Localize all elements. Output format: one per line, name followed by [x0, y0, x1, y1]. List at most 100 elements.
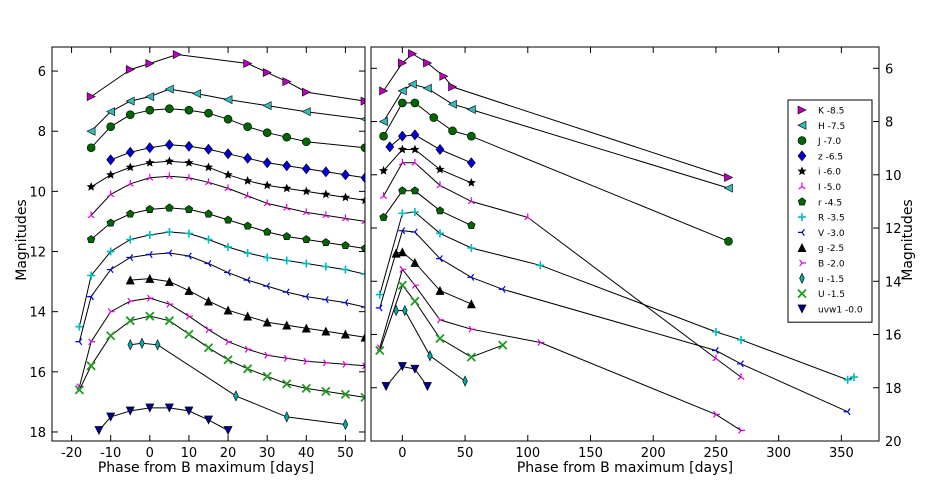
data-point	[412, 281, 419, 289]
data-point	[524, 213, 532, 221]
data-point	[203, 162, 214, 172]
data-point	[378, 117, 388, 127]
data-point	[145, 311, 155, 321]
data-point	[361, 270, 365, 279]
data-point	[301, 107, 311, 117]
data-point	[283, 203, 291, 211]
data-point	[410, 129, 420, 141]
data-point	[154, 339, 161, 351]
legend-label: H -7.5	[818, 122, 845, 132]
data-point	[86, 182, 96, 191]
data-point	[436, 181, 444, 189]
series-uvw1	[381, 362, 432, 392]
data-point	[164, 316, 175, 326]
data-point	[322, 359, 330, 367]
data-point	[498, 340, 508, 350]
data-point	[224, 243, 233, 252]
series-line	[90, 88, 365, 132]
data-point	[422, 83, 432, 93]
legend-entry: uvw1 -0.0	[797, 304, 863, 315]
series-line	[379, 284, 503, 358]
data-point	[321, 326, 331, 336]
data-point	[738, 426, 746, 434]
data-point	[127, 339, 133, 351]
legend-entry: I -5.0	[798, 182, 841, 193]
data-point	[185, 173, 193, 181]
data-point	[713, 410, 720, 418]
data-point	[342, 360, 350, 368]
data-point	[262, 371, 272, 381]
data-point	[321, 238, 331, 247]
series-line	[396, 310, 466, 382]
data-point	[282, 256, 291, 265]
data-point	[125, 316, 135, 326]
data-point	[448, 126, 457, 136]
series-line	[383, 190, 472, 226]
data-point	[244, 191, 252, 199]
data-point	[341, 241, 350, 250]
data-point	[263, 199, 271, 207]
data-point	[223, 114, 233, 124]
series-U	[74, 311, 365, 403]
panel-early-phase: -20 -10 0 10 20 30 40 50 6 8 10 12 14 16 18	[29, 46, 366, 461]
data-point	[398, 186, 407, 195]
legend-entry: u -1.5	[799, 272, 844, 285]
data-point	[87, 271, 96, 280]
data-point	[302, 87, 311, 97]
data-point	[263, 227, 272, 236]
series-H	[86, 84, 365, 136]
series-line	[130, 278, 365, 338]
data-point	[106, 170, 116, 179]
data-point	[242, 364, 253, 374]
data-point	[204, 108, 213, 118]
data-point	[397, 280, 407, 290]
data-point	[462, 375, 468, 387]
data-point	[225, 338, 233, 346]
data-point	[75, 322, 84, 331]
x-tick-label: 200	[641, 446, 666, 461]
data-point	[224, 184, 232, 192]
data-point	[466, 157, 476, 169]
data-point	[164, 84, 174, 94]
data-point	[262, 128, 272, 138]
data-point	[360, 143, 365, 153]
data-point	[204, 415, 213, 425]
series-r	[379, 186, 476, 229]
data-point	[849, 373, 858, 382]
data-point	[711, 346, 719, 355]
data-point	[537, 338, 545, 347]
data-point	[125, 146, 135, 158]
series-V	[375, 227, 851, 416]
legend-entry: z -6.5	[797, 150, 843, 162]
data-point	[341, 299, 349, 307]
legend-entry: H -7.5	[797, 120, 845, 132]
data-point	[125, 275, 135, 285]
data-point	[399, 265, 407, 273]
legend-entry: K -8.5	[797, 105, 844, 117]
series-line	[379, 230, 848, 413]
x-tick-label: 50	[457, 446, 474, 461]
data-point	[423, 58, 433, 68]
legend-entry: i -6.0	[797, 166, 841, 178]
data-point	[536, 261, 545, 270]
data-point	[184, 329, 194, 339]
series-line	[78, 315, 365, 398]
legend-marker	[798, 228, 805, 236]
series-R	[375, 208, 858, 384]
data-point	[86, 126, 96, 136]
data-point	[262, 180, 272, 190]
x-tick-label: 150	[578, 446, 603, 461]
series-line	[78, 231, 365, 327]
data-point	[466, 177, 476, 187]
data-point	[301, 163, 311, 175]
data-point	[321, 386, 331, 397]
data-point	[437, 316, 444, 324]
x-axis-label-right: Phase from B maximum [days]	[517, 460, 733, 476]
legend-label: r -4.5	[818, 198, 842, 208]
data-point	[723, 183, 733, 193]
data-point	[410, 186, 420, 195]
series-line	[130, 342, 346, 425]
data-point	[165, 249, 173, 257]
data-point	[466, 105, 476, 115]
data-point	[360, 172, 365, 184]
